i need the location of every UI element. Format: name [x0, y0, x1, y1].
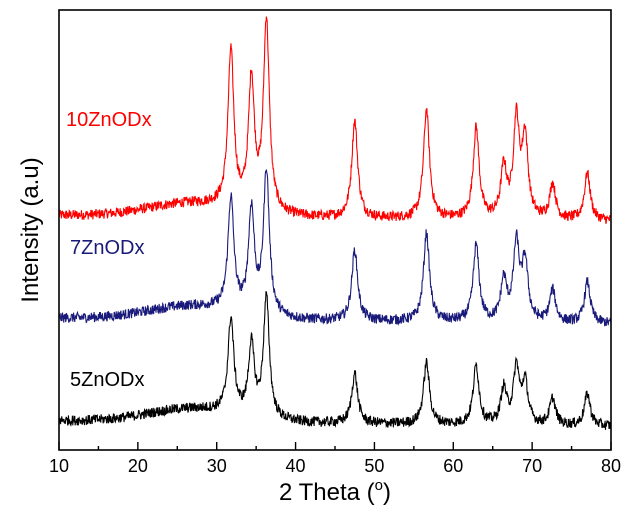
- x-axis-title-degree: o: [375, 477, 383, 494]
- x-tick-label: 20: [128, 456, 148, 476]
- x-tick-label: 70: [522, 456, 542, 476]
- series-label-5znodx: 5ZnODx: [70, 369, 144, 391]
- x-tick-label: 80: [601, 456, 621, 476]
- x-axis-title-main: 2 Theta (: [279, 479, 375, 506]
- x-axis-title-close: ): [383, 479, 391, 506]
- series-line-7znodx: [58, 169, 612, 327]
- series-layer: [58, 16, 612, 430]
- series-label-7znodx: 7ZnODx: [70, 237, 144, 259]
- x-axis-title: 2 Theta (o): [279, 477, 391, 506]
- x-tick-label: 30: [207, 456, 227, 476]
- series-line-5znodx: [58, 291, 612, 430]
- x-tick-label: 10: [49, 456, 69, 476]
- x-tick-label: 40: [286, 456, 306, 476]
- x-tick-layer: 10 20 30 40 50 60 70 80: [49, 442, 621, 476]
- y-axis-title: Intensity (a.u): [17, 157, 44, 302]
- x-tick-label: 60: [443, 456, 463, 476]
- series-line-10znodx: [58, 16, 612, 224]
- x-tick-label: 50: [364, 456, 384, 476]
- series-label-10znodx: 10ZnODx: [66, 109, 152, 131]
- series-label-layer: 10ZnODx 7ZnODx 5ZnODx: [66, 109, 152, 391]
